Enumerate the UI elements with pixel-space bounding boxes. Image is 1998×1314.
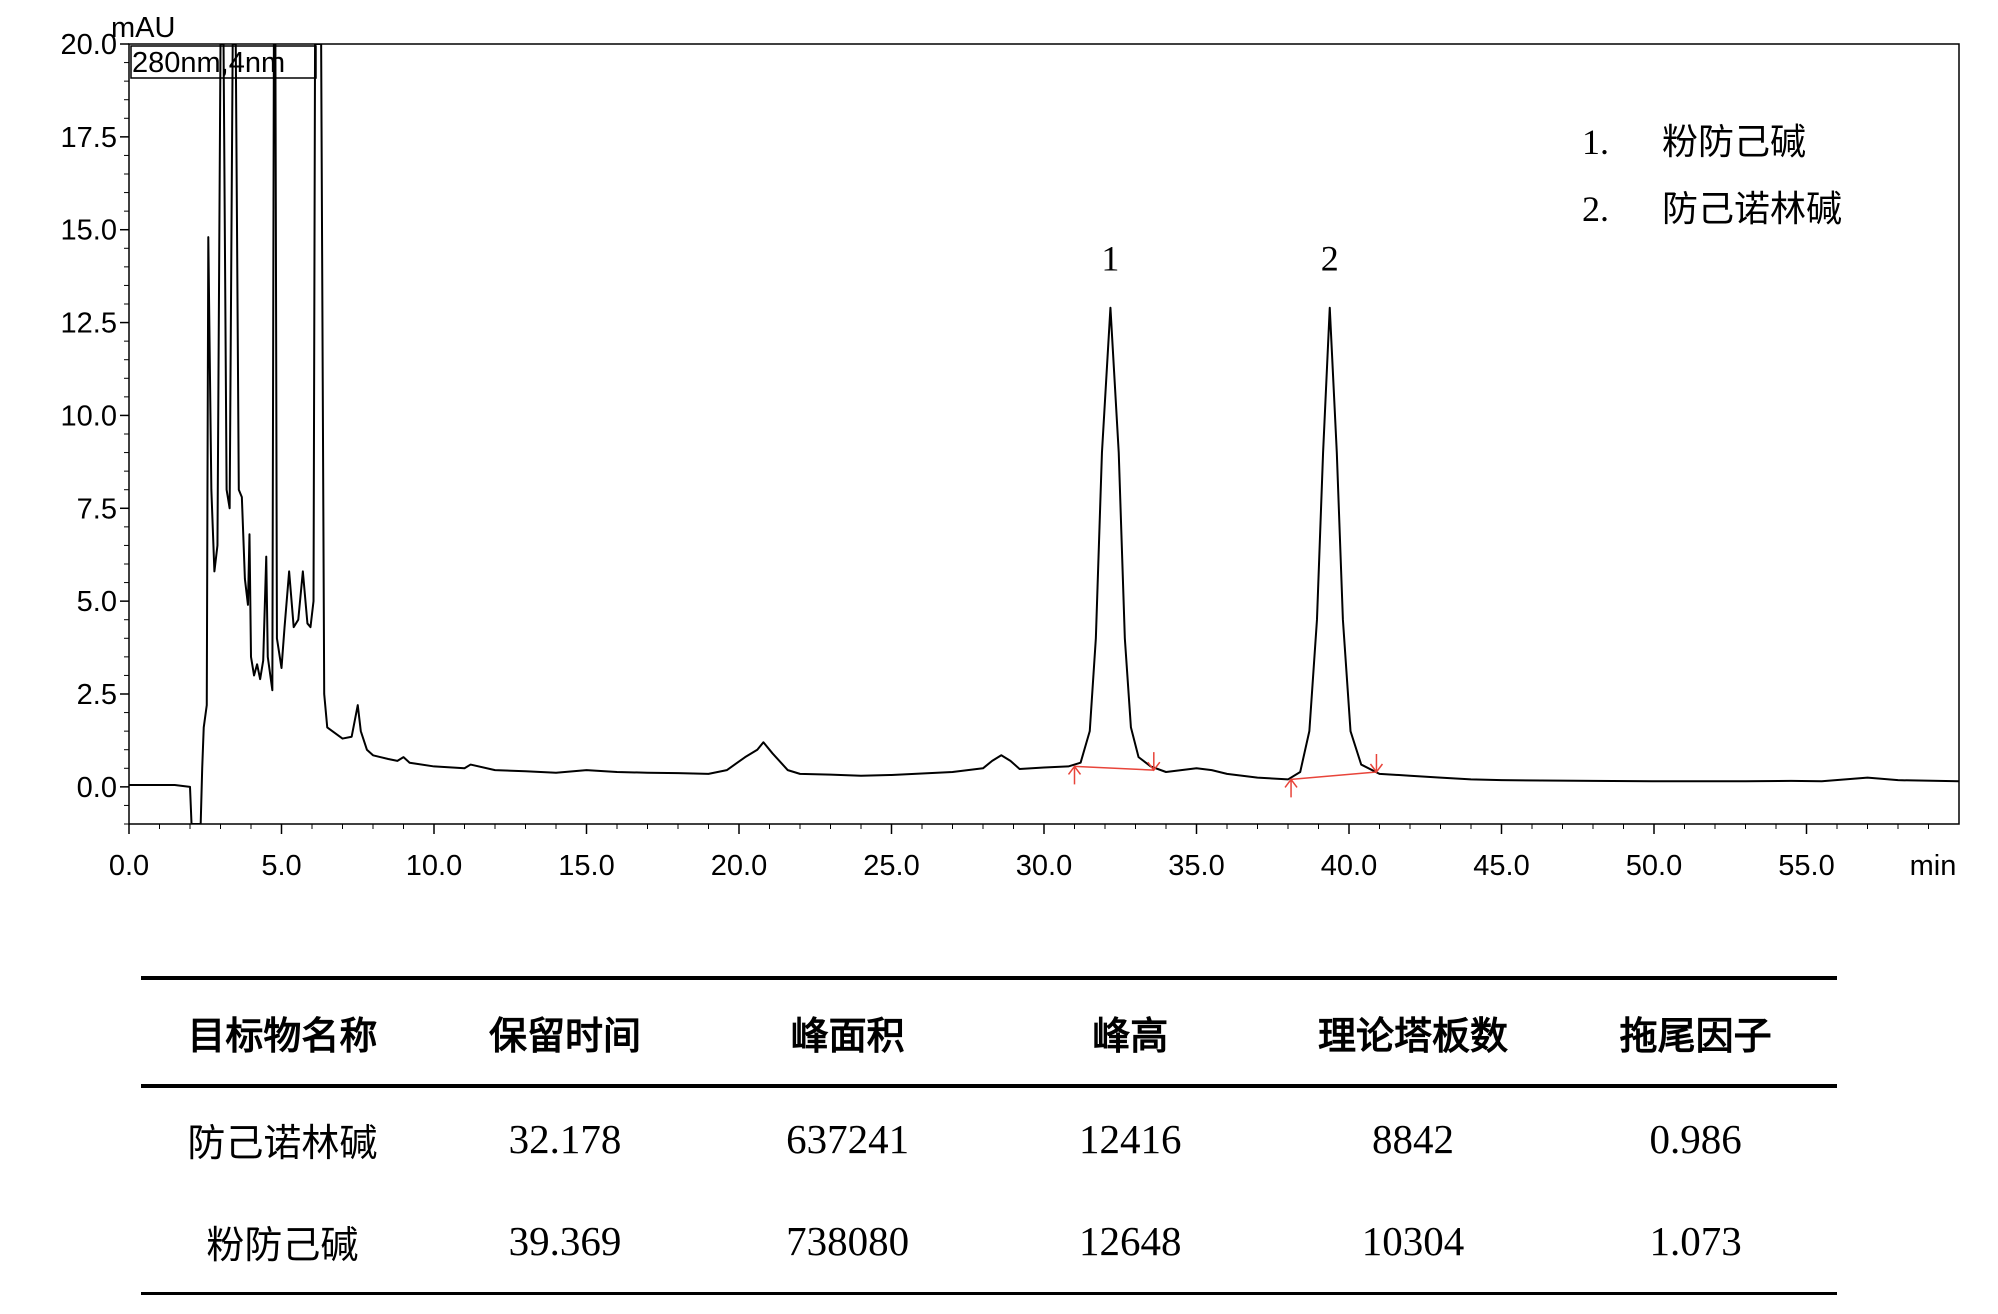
legend-number: 2. xyxy=(1582,189,1609,229)
legend-compound-name: 粉防己碱 xyxy=(1662,122,1806,163)
table-cell: 0.986 xyxy=(1649,1116,1742,1162)
table-cell: 738080 xyxy=(706,1190,989,1295)
integration-mark xyxy=(1369,754,1384,774)
table-cell: 12648 xyxy=(988,1190,1272,1295)
x-tick-label: 25.0 xyxy=(863,850,919,882)
peak-label: 2 xyxy=(1321,239,1339,279)
chromatogram-series xyxy=(129,44,1959,824)
x-tick-label: 30.0 xyxy=(1016,850,1072,882)
x-tick-label: 55.0 xyxy=(1778,850,1834,882)
x-tick-label: 0.0 xyxy=(109,850,149,882)
results-table: 目标物名称 保留时间 峰面积 峰高 理论塔板数 拖尾因子 防己诺林碱 32.178 63724… xyxy=(141,976,1837,1295)
x-unit-label: min xyxy=(1910,850,1957,882)
detector-label: 280nm,4nm xyxy=(132,47,285,79)
chromatogram-line xyxy=(129,44,1959,824)
peak-baseline xyxy=(1074,765,1154,771)
table-row: 粉防己碱 39.369 738080 12648 10304 1.073 xyxy=(141,1190,1837,1295)
table-cell: 32.178 xyxy=(508,1116,622,1162)
x-tick-label: 15.0 xyxy=(558,850,614,882)
x-tick-label: 50.0 xyxy=(1626,850,1682,882)
peak-label: 1 xyxy=(1101,239,1119,279)
table-header-cell: 峰高 xyxy=(988,976,1272,1088)
table-cell: 1.073 xyxy=(1554,1190,1837,1295)
compound-name-cell: 粉防己碱 xyxy=(141,1190,424,1295)
y-tick-label: 7.5 xyxy=(77,493,117,525)
y-tick-label: 12.5 xyxy=(61,308,117,340)
table-header-cell: 目标物名称 xyxy=(141,976,424,1088)
table-cell: 637241 xyxy=(786,1116,910,1162)
table-header-cell: 拖尾因子 xyxy=(1554,976,1837,1088)
y-tick-label: 10.0 xyxy=(61,400,117,432)
legend-compound-name: 防己诺林碱 xyxy=(1662,189,1842,230)
integration-baselines xyxy=(1067,752,1384,798)
y-tick-label: 5.0 xyxy=(77,586,117,618)
table-header-cell: 理论塔板数 xyxy=(1271,976,1555,1088)
chromatogram-chart: 0.02.55.07.510.012.515.017.520.0 0.0 5.0 1… xyxy=(61,12,1960,882)
integration-mark xyxy=(1067,765,1082,785)
table-header-cell: 峰面积 xyxy=(706,976,989,1088)
x-tick-label: 20.0 xyxy=(711,850,767,882)
y-axis: 0.0 2.5 5.0 7.5 10.0 12.5 15.0 17.5 20.0 xyxy=(61,29,129,825)
x-tick-label: 10.0 xyxy=(406,850,462,882)
x-tick-label: 45.0 xyxy=(1473,850,1529,882)
y-tick-label: 17.5 xyxy=(61,122,117,154)
legend-number: 1. xyxy=(1582,122,1609,162)
table-cell: 8842 xyxy=(1371,1116,1454,1162)
compound-name-cell: 防己诺林碱 xyxy=(187,1120,378,1165)
x-tick-label: 40.0 xyxy=(1321,850,1377,882)
table-body: 防己诺林碱 32.178 637241 12416 8842 0.986 粉防己碱 39.36… xyxy=(141,1086,1837,1295)
x-tick-label: 5.0 xyxy=(261,850,301,882)
table-cell: 10304 xyxy=(1271,1190,1555,1295)
x-tick-label: 35.0 xyxy=(1168,850,1224,882)
table-header-row: 目标物名称 保留时间 峰面积 峰高 理论塔板数 拖尾因子 xyxy=(141,976,1837,1088)
table-row: 防己诺林碱 32.178 637241 12416 8842 0.986 xyxy=(141,1086,1837,1190)
y-tick-label: 0.0 xyxy=(77,772,117,804)
y-unit-label: mAU xyxy=(111,12,175,44)
legend: 1. 粉防己碱 2. 防己诺林碱 xyxy=(1582,122,1842,230)
y-tick-label: 15.0 xyxy=(61,215,117,247)
table-header-cell: 保留时间 xyxy=(423,976,707,1088)
y-tick-label: 20.0 xyxy=(61,29,117,61)
integration-mark xyxy=(1284,778,1298,798)
x-axis: 0.0 5.0 10.0 15.0 20.0 25.0 30.0 35.0 40.0 45.0 50… xyxy=(109,824,1929,882)
y-tick-label: 2.5 xyxy=(77,679,117,711)
table-cell: 12416 xyxy=(1079,1116,1182,1162)
peak-baseline xyxy=(1290,771,1377,781)
table-cell: 39.369 xyxy=(423,1190,707,1295)
integration-mark xyxy=(1147,752,1161,772)
